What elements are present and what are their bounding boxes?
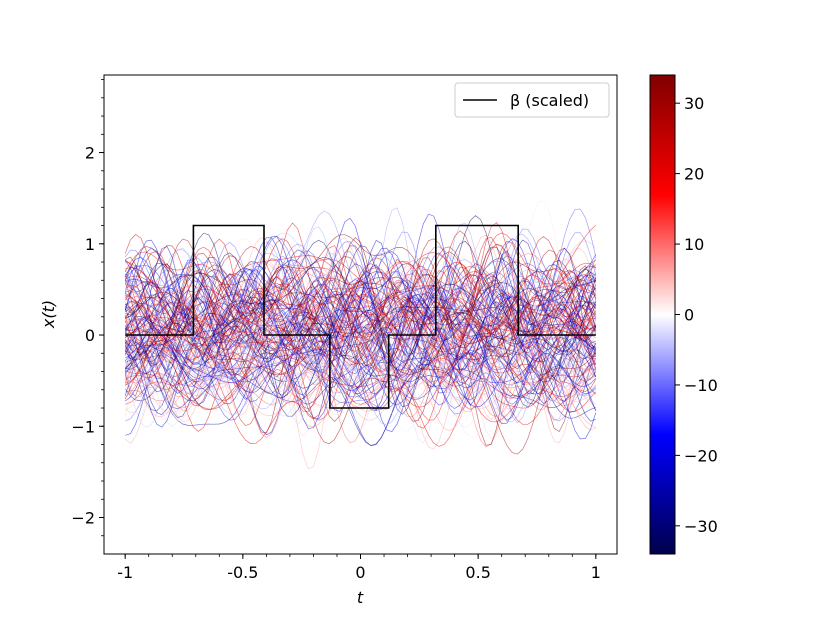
colorbar-tick-label: 10	[684, 235, 704, 254]
sample-curve	[124, 270, 596, 376]
legend-box	[454, 82, 610, 118]
beta-step-line	[125, 224, 596, 409]
colorbar-tick-label: −10	[684, 376, 718, 395]
x-tick-label: -1	[117, 563, 133, 582]
x-tick-label: 0	[355, 563, 365, 582]
sample-curve	[124, 355, 596, 420]
sample-curve	[124, 331, 597, 414]
sample-curve	[125, 330, 596, 404]
sample-curve	[125, 314, 597, 455]
x-tick-label: -0.5	[227, 563, 258, 582]
y-tick-label: −2	[71, 509, 95, 528]
colorbar-gradient	[649, 74, 676, 555]
colorbar: 30 20 10 0 −10 −20 −30	[649, 74, 718, 555]
colorbar-tick-label: 30	[684, 94, 704, 113]
sample-curve	[124, 306, 597, 401]
beta-series	[125, 224, 596, 409]
colorbar-tick-label: 0	[684, 306, 694, 325]
sample-curve	[124, 339, 597, 402]
sample-curve	[124, 327, 597, 439]
x-axis-label: t	[357, 588, 364, 607]
y-tick-label: 1	[85, 235, 95, 254]
x-tick-label: 0.5	[465, 563, 490, 582]
sample-curve	[125, 305, 597, 412]
sample-curve	[125, 312, 597, 397]
colorbar-ticks: 30 20 10 0 −10 −20 −30	[675, 94, 718, 536]
colorbar-tick-label: −30	[684, 517, 718, 536]
colorbar-tick-label: −20	[684, 446, 718, 465]
y-tick-label: 0	[85, 326, 95, 345]
sample-curve	[125, 323, 596, 436]
y-tick-label: −1	[71, 417, 95, 436]
sample-curve	[125, 348, 597, 412]
sample-curve	[124, 308, 597, 415]
x-axis: -1 -0.5 0 0.5 1	[117, 554, 601, 582]
x-tick-label: 1	[591, 563, 601, 582]
sample-curve	[124, 299, 596, 364]
sample-curve	[124, 309, 597, 429]
colorbar-tick-label: 20	[684, 165, 704, 184]
sample-curve	[125, 318, 597, 432]
sample-curve	[124, 344, 596, 412]
sample-curve	[124, 232, 596, 370]
y-tick-label: 2	[85, 144, 95, 163]
y-axis: 2 1 0 −1 −2	[71, 79, 104, 537]
legend-label: β (scaled)	[510, 91, 589, 110]
sample-curve	[125, 314, 597, 408]
sample-curve	[124, 357, 596, 426]
y-axis-label-group: x(t)	[39, 300, 58, 329]
legend: β (scaled)	[454, 82, 610, 118]
y-axis-label: x(t)	[39, 300, 58, 329]
plot-area	[103, 74, 618, 555]
sample-curve	[124, 315, 597, 410]
